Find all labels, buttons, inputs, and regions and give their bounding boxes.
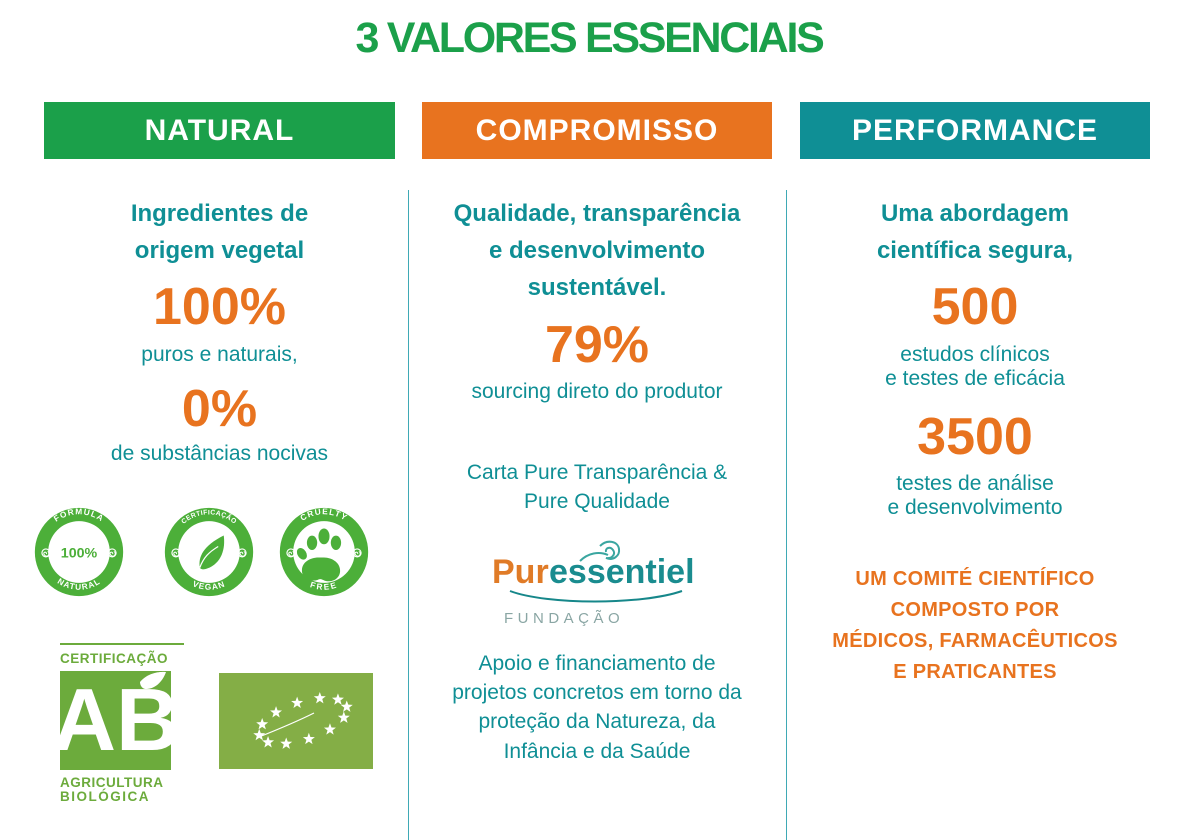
svg-text:Pur: Pur (492, 553, 549, 591)
svg-text:BIOLÓGICA: BIOLÓGICA (60, 789, 150, 804)
svg-text:100%: 100% (61, 545, 98, 561)
svg-text:AB: AB (58, 670, 180, 769)
svg-text:CERTIFICAÇÃO: CERTIFICAÇÃO (60, 651, 168, 666)
svg-text:essentiel: essentiel (549, 553, 695, 591)
svg-text:AGRICULTURA: AGRICULTURA (60, 775, 164, 790)
svg-text:FUNDAÇÃO: FUNDAÇÃO (504, 610, 624, 627)
